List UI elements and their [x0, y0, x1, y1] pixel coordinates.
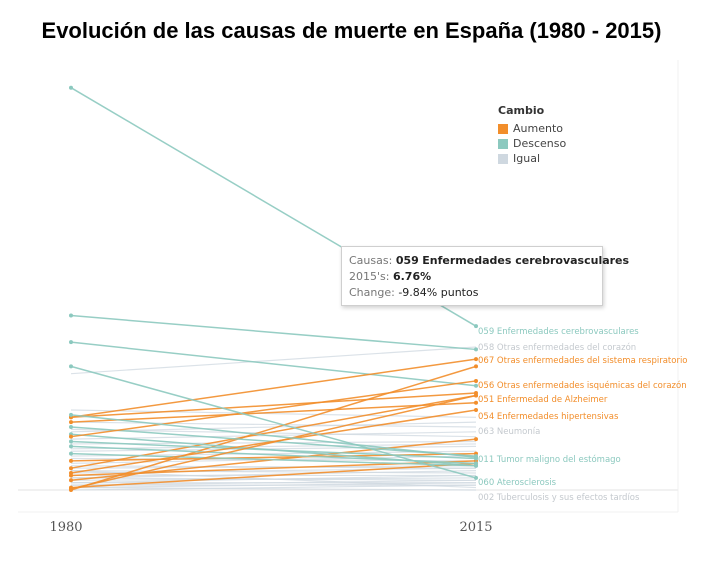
slope-line-unlabeled-colored-6-point-1980[interactable] [69, 478, 73, 483]
slope-line-unlabeled-colored-9-point-2015[interactable] [474, 364, 478, 369]
label-2015-067-otras-enfermedades-del-sistema-respiratorio: 067 Otras enfermedades del sistema respi… [478, 356, 688, 366]
slope-line-unlabeled-colored-5-point-1980[interactable] [69, 466, 73, 471]
label-2015-060-aterosclerosis: 060 Aterosclerosis [478, 478, 557, 488]
slope-line-unlabeled-colored-15-point-1980[interactable] [69, 451, 73, 456]
slope-line-059-enfermedades-cerebrovasculares-point-2015[interactable] [474, 324, 478, 329]
slope-line-056-otras-enfermedades-isquemicas-del-corazon-point-1980[interactable] [69, 434, 73, 439]
slope-line-063-neumonia[interactable] [70, 421, 477, 433]
slope-line-011-tumor-maligno-del-estomago-point-1980[interactable] [69, 412, 73, 417]
label-2015-011-tumor-maligno-del-estomago: 011 Tumor maligno del estómago [478, 454, 621, 465]
label-2015-056-otras-enfermedades-isquemicas-del-corazon: 056 Otras enfermedades isquémicas del co… [478, 380, 687, 391]
slope-line-unlabeled-colored-13-point-1980[interactable] [69, 444, 73, 449]
slope-line-unlabeled-colored-4[interactable] [70, 402, 477, 423]
slope-line-unlabeled-colored-8[interactable] [70, 462, 477, 489]
slope-line-unlabeled-colored-9[interactable] [70, 365, 477, 491]
ticks-layer: 1980 2015 [49, 520, 492, 535]
slope-line-054-enfermedades-hipertensivas-point-1980[interactable] [69, 471, 73, 476]
slope-line-unlabeled-colored-14-point-1980[interactable] [69, 424, 73, 429]
slope-line-060-aterosclerosis-point-2015[interactable] [474, 475, 478, 480]
slope-line-unlabeled-colored-4-point-1980[interactable] [69, 420, 73, 425]
slope-line-unlabeled-colored-1-point-1980[interactable] [69, 313, 73, 318]
slope-line-unlabeled-colored-2-point-1980[interactable] [69, 340, 73, 345]
legend-label-aumento: Aumento [513, 122, 563, 135]
slope-line-051-enfermedad-de-alzheimer-point-1980[interactable] [69, 486, 73, 491]
slope-line-unlabeled-3[interactable] [70, 443, 477, 450]
slope-line-unlabeled-colored-12[interactable] [70, 440, 477, 460]
legend-label-descenso: Descenso [513, 137, 567, 150]
label-2015-051-enfermedad-de-alzheimer: 051 Enfermedad de Alzheimer [478, 395, 608, 405]
slope-line-058-otras-enfermedades-del-corazon[interactable] [70, 346, 477, 375]
lines-layer [69, 85, 478, 492]
tooltip-cause-row: Causas: 059 Enfermedades cerebrovascular… [349, 254, 629, 270]
slope-line-unlabeled-colored-15-point-2015[interactable] [474, 463, 478, 468]
slope-line-060-aterosclerosis[interactable] [70, 365, 477, 479]
label-2015-054-enfermedades-hipertensivas: 054 Enfermedades hipertensivas [478, 412, 619, 422]
slope-line-056-otras-enfermedades-isquemicas-del-corazon-point-2015[interactable] [474, 378, 478, 383]
tooltip-value-label: 2015's: [349, 270, 390, 283]
slope-line-unlabeled-colored-12-point-1980[interactable] [69, 439, 73, 444]
label-2015-059-enfermedades-cerebrovasculares: 059 Enfermedades cerebrovasculares [478, 327, 639, 337]
slope-line-unlabeled-colored-4-point-2015[interactable] [474, 400, 478, 405]
tooltip-cause-label: Causas: [349, 254, 393, 267]
slope-line-054-enfermedades-hipertensivas[interactable] [70, 409, 477, 474]
slope-line-unlabeled-colored-2[interactable] [70, 341, 477, 387]
slope-line-060-aterosclerosis-point-1980[interactable] [69, 364, 73, 369]
legend-label-igual: Igual [513, 152, 540, 165]
legend-swatch-igual [498, 153, 508, 164]
slope-line-unlabeled-colored-2-point-2015[interactable] [474, 383, 478, 388]
legend-item-descenso[interactable]: Descenso [498, 136, 566, 151]
legend-item-aumento[interactable]: Aumento [498, 121, 566, 136]
slope-line-unlabeled-19[interactable] [70, 482, 477, 489]
slope-line-unlabeled-12[interactable] [70, 470, 477, 479]
tooltip-cause-name: Enfermedades cerebrovasculares [422, 254, 630, 267]
slope-line-unlabeled-9[interactable] [70, 470, 477, 474]
slope-line-067-otras-enfermedades-del-sistema-respiratorio-point-2015[interactable] [474, 357, 478, 362]
slope-line-unlabeled-20[interactable] [70, 486, 477, 491]
label-2015-063-neumonia: 063 Neumonía [478, 427, 540, 437]
tooltip-change: -9.84% puntos [398, 286, 479, 299]
label-2015-058-otras-enfermedades-del-corazon: 058 Otras enfermedades del corazón [478, 342, 636, 353]
tooltip-value: 6.76% [392, 270, 432, 283]
legend-swatch-descenso [498, 138, 508, 149]
tooltip: Causas: 059 Enfermedades cerebrovascular… [341, 246, 629, 306]
slope-line-unlabeled-colored-13[interactable] [70, 445, 477, 465]
slope-line-unlabeled-8[interactable] [70, 465, 477, 469]
slope-line-unlabeled-24[interactable] [70, 445, 477, 452]
legend-item-igual[interactable]: Igual [498, 151, 566, 166]
slope-line-unlabeled-colored-6-point-2015[interactable] [474, 437, 478, 442]
tick-label-2015: 2015 [459, 520, 492, 535]
slope-line-unlabeled-colored-7[interactable] [70, 452, 477, 462]
slope-line-unlabeled-21[interactable] [70, 484, 477, 491]
labels-layer: 059 Enfermedades cerebrovasculares 058 Ot… [478, 327, 688, 503]
slope-line-unlabeled-colored-15[interactable] [70, 452, 477, 467]
slope-line-unlabeled-25[interactable] [70, 409, 477, 418]
slope-line-unlabeled-1[interactable] [70, 421, 477, 428]
tooltip-cause-code: 059 [395, 254, 419, 267]
tooltip-change-row: Change: -9.84% puntos [349, 286, 602, 302]
slope-line-059-enfermedades-cerebrovasculares-point-1980[interactable] [69, 85, 73, 90]
legend-swatch-aumento [498, 123, 508, 134]
slope-line-067-otras-enfermedades-del-sistema-respiratorio[interactable] [70, 358, 477, 419]
label-2015-002-tuberculosis-y-sus-efectos-tardios: 002 Tuberculosis y sus efectos tardíos [478, 493, 640, 503]
chart-title: Evolución de las causas de muerte en Esp… [41, 18, 662, 43]
slope-line-011-tumor-maligno-del-estomago-point-2015[interactable] [474, 455, 478, 460]
slope-line-unlabeled-colored-1[interactable] [70, 314, 477, 351]
slope-line-051-enfermedad-de-alzheimer-point-2015[interactable] [474, 393, 478, 398]
slope-line-unlabeled-colored-1-point-2015[interactable] [474, 347, 478, 352]
slope-line-unlabeled-10[interactable] [70, 467, 477, 474]
legend: Cambio Aumento Descenso Igual [498, 104, 566, 166]
slope-line-unlabeled-18[interactable] [70, 479, 477, 486]
slope-line-011-tumor-maligno-del-estomago[interactable] [70, 414, 477, 459]
slope-line-unlabeled-colored-3[interactable] [70, 392, 477, 419]
legend-title: Cambio [498, 104, 545, 117]
tooltip-change-label: Change: [349, 286, 395, 299]
tick-label-1980: 1980 [49, 520, 82, 535]
tooltip-value-row: 2015's: 6.76% [349, 270, 602, 286]
slope-line-054-enfermedades-hipertensivas-point-2015[interactable] [474, 408, 478, 413]
slope-line-unlabeled-colored-7-point-1980[interactable] [69, 458, 73, 463]
slope-line-056-otras-enfermedades-isquemicas-del-corazon[interactable] [70, 380, 477, 438]
